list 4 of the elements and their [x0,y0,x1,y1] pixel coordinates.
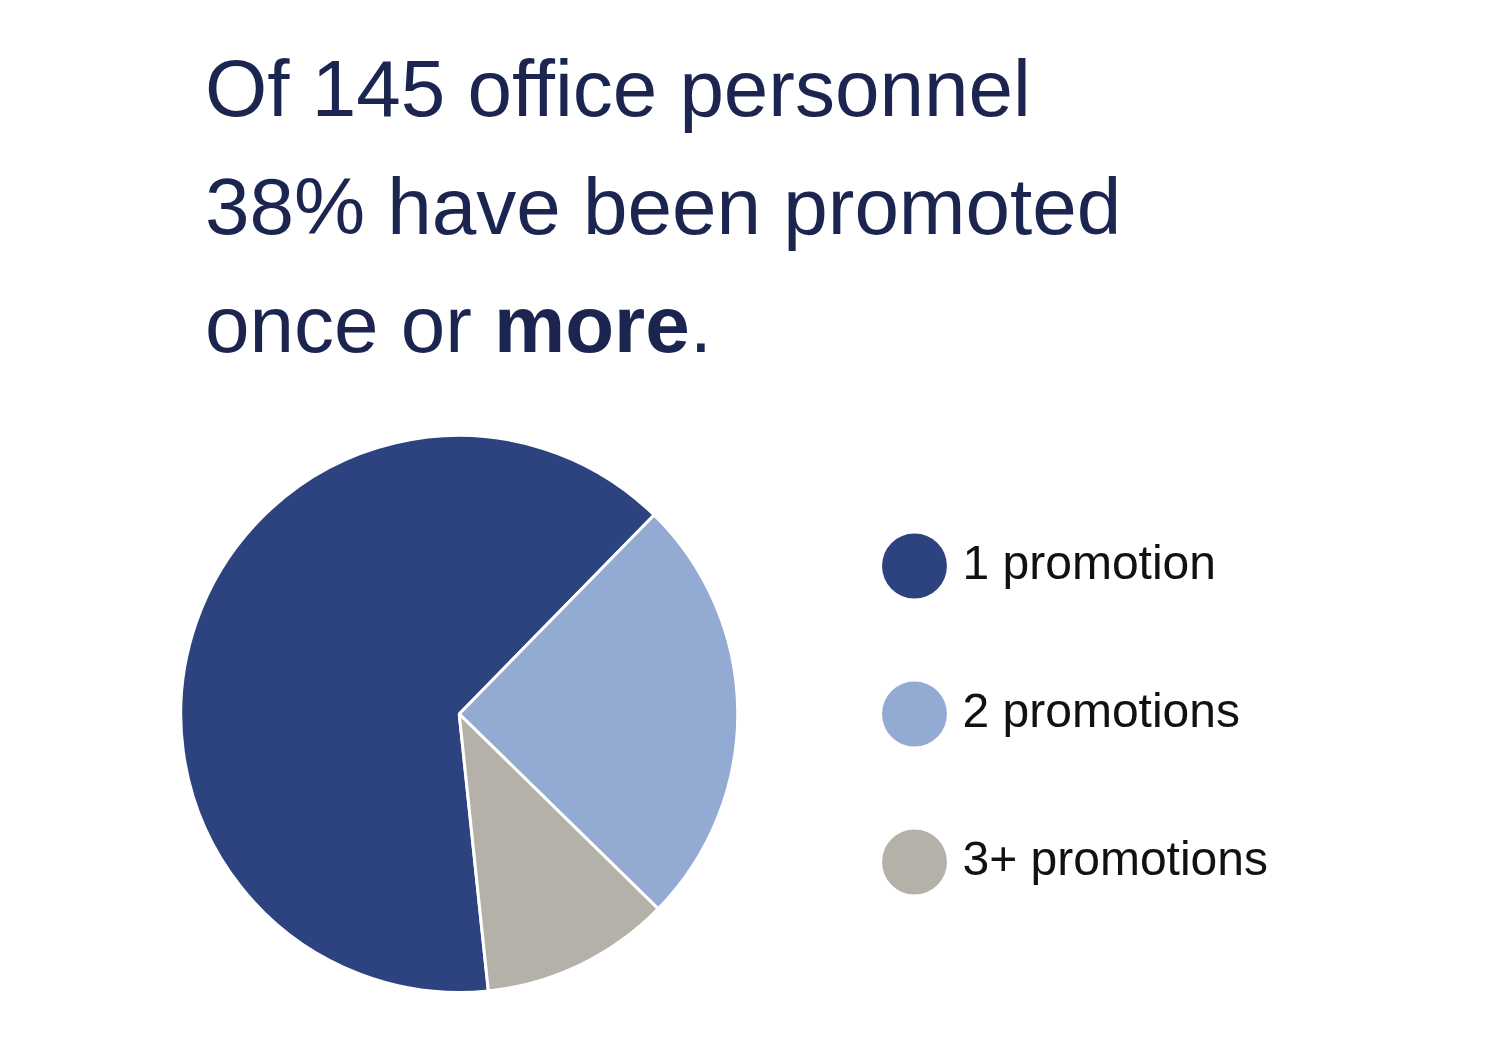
legend-label: 2 promotions [962,684,1240,738]
legend-label: 3+ promotions [962,832,1269,886]
legend-label: 1 promotion [962,536,1216,590]
chart-title: Of 145 office personnel 38% have been promoted once or more. [205,44,1122,369]
